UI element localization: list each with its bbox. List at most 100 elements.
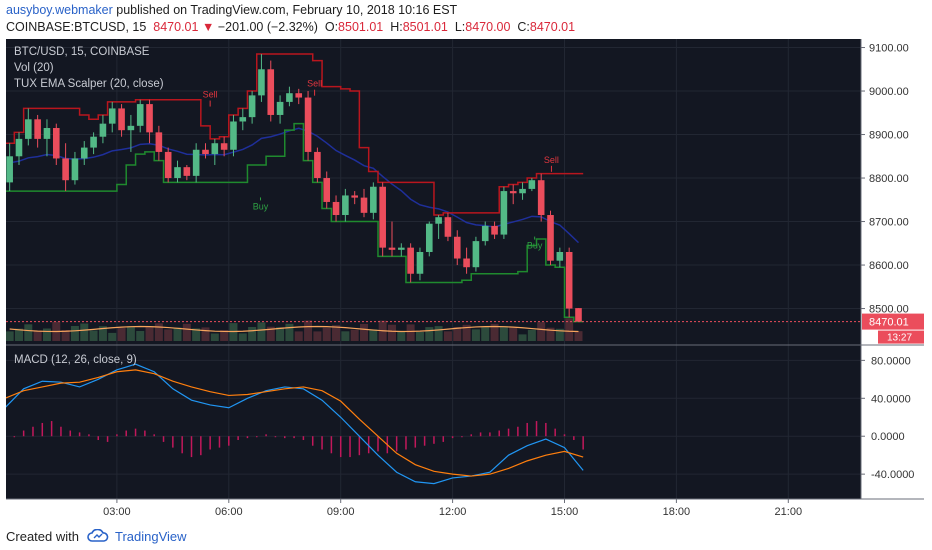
volume-bar (350, 329, 359, 341)
macd-histogram-bar (433, 436, 435, 444)
volume-bar (154, 323, 163, 341)
candle-body (174, 167, 181, 179)
candle-body (62, 158, 69, 181)
volume-bar (537, 322, 546, 341)
macd-histogram-bar (162, 436, 165, 442)
candle-body (407, 247, 414, 274)
candle-body (575, 308, 582, 322)
candle-body (211, 143, 219, 155)
macd-histogram-bar (498, 430, 500, 437)
volume-bar (462, 324, 471, 341)
author-link[interactable]: ausyboy.webmaker (6, 3, 113, 17)
candle-body (108, 108, 116, 124)
volume-bar (397, 331, 406, 341)
candle-body (6, 156, 13, 183)
macd-histogram-bar (284, 436, 286, 439)
volume-bar (14, 328, 23, 341)
grid-lines (6, 39, 861, 499)
volume-bar (192, 328, 201, 341)
time-tick-label: 06:00 (215, 506, 243, 518)
volume-bar (24, 324, 33, 341)
sell-signal-label: Sell (544, 155, 559, 165)
volume-bar (369, 329, 378, 341)
macd-histogram-bar (265, 434, 267, 437)
ema-layer (6, 53, 584, 341)
macd-tick-label: 80.0000 (871, 355, 911, 367)
candle-body (118, 108, 125, 131)
price-tick-label: 9100.00 (869, 43, 909, 55)
volume-bar (341, 331, 350, 341)
volume-bar (360, 323, 369, 341)
macd-tick-label: 40.0000 (871, 393, 911, 405)
candle-body (155, 132, 163, 152)
price-chart[interactable]: Sell Sell Buy Buy Sell 9100.00 9000.00 8900.00… (6, 39, 924, 520)
candle-body (52, 128, 60, 159)
macd-histogram-bar (237, 436, 239, 441)
macd-histogram-bar (311, 436, 314, 446)
candle-body (314, 151, 321, 179)
candle-body (136, 104, 144, 126)
tradingview-brand-link[interactable]: TradingView (114, 528, 187, 544)
candle-body (192, 149, 200, 176)
volume-bar (453, 327, 462, 341)
candle-body (351, 195, 358, 198)
price-tick-label: 8600.00 (869, 260, 909, 272)
candle-body (556, 251, 564, 261)
volume-bar (527, 329, 536, 341)
macd-histogram-bar (395, 436, 398, 452)
time-tick-label: 15:00 (551, 506, 579, 518)
volume-bar (509, 327, 518, 341)
chart-background (6, 39, 924, 520)
macd-histogram-bar (321, 436, 323, 450)
price-tick-label: 8800.00 (869, 173, 909, 185)
candle-body (80, 147, 88, 159)
macd-histogram-bar (125, 430, 127, 437)
candle-body (565, 251, 573, 309)
volume-bar (565, 318, 574, 341)
macd-histogram-bar (134, 428, 137, 437)
candle-body (491, 225, 498, 235)
candle-body (444, 217, 452, 237)
macd-histogram-bar (563, 434, 566, 437)
macd-histogram-bar (88, 434, 90, 437)
volume-bar (322, 327, 331, 341)
published-text: published on TradingView.com, February 1… (112, 3, 458, 17)
open-label: O: (324, 20, 339, 34)
last-price-badge (862, 313, 924, 330)
macd-histogram-bar (181, 436, 183, 454)
candle-body (25, 119, 32, 139)
macd-histogram-bar (274, 436, 277, 438)
macd-histogram-bar (489, 432, 491, 437)
candle-body (286, 93, 293, 102)
candle-body (202, 149, 209, 155)
volume-bar (304, 320, 313, 341)
volume-bar (387, 324, 396, 341)
macd-histogram-bar (228, 436, 230, 446)
candle-body (183, 167, 191, 176)
volume-bar (266, 326, 275, 341)
macd-histogram-bar (69, 430, 72, 437)
macd-histogram-bar (172, 436, 174, 448)
volume-bar (555, 328, 564, 341)
candle-body (15, 138, 23, 157)
candle-body (425, 223, 433, 252)
macd-histogram-bar (330, 436, 333, 454)
ohlc-line: COINBASE:BTCUSD, 15 8470.01 ▼ −201.00 (−… (6, 19, 926, 36)
volume-bar (490, 323, 499, 341)
high-label: H: (390, 20, 403, 34)
time-scale-background (6, 499, 924, 520)
candle-body (230, 121, 237, 150)
volume-bar (481, 326, 490, 341)
candle-body (370, 186, 377, 213)
candle-body (34, 119, 41, 139)
macd-title: MACD (12, 26, close, 9) (14, 354, 137, 366)
macd-histogram-bar (582, 436, 584, 450)
volume-bar (201, 327, 210, 341)
candle-body (528, 180, 536, 189)
macd-histogram-bar (97, 436, 99, 441)
volume-bar (33, 331, 42, 341)
macd-histogram-bar (22, 430, 25, 437)
volume-bar (98, 326, 107, 341)
volume-bar (546, 327, 555, 341)
macd-histogram-bar (554, 428, 556, 437)
